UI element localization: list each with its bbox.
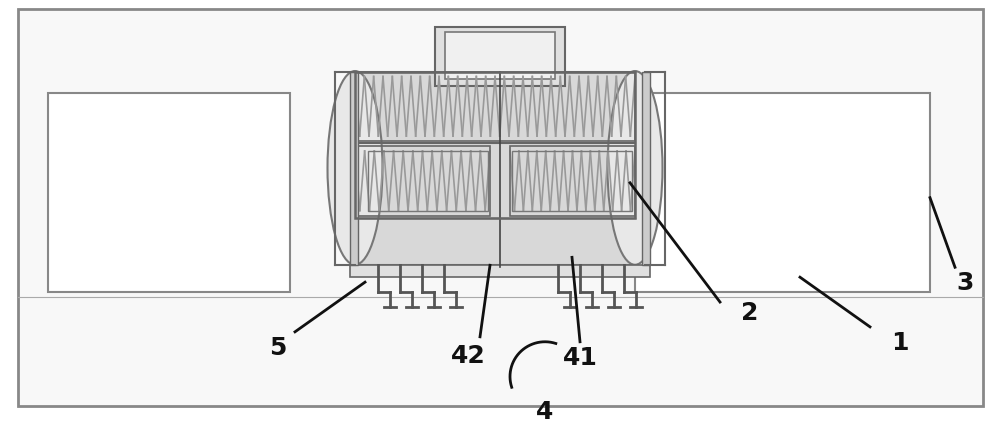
Text: 5: 5 bbox=[269, 335, 287, 359]
Bar bbox=[355, 72, 635, 218]
Bar bbox=[48, 94, 290, 292]
Bar bbox=[350, 266, 650, 277]
Bar bbox=[355, 72, 635, 142]
Bar bbox=[435, 28, 565, 87]
Bar bbox=[355, 72, 635, 266]
Bar bbox=[510, 147, 635, 216]
Text: 1: 1 bbox=[891, 330, 909, 354]
Text: 2: 2 bbox=[741, 300, 759, 324]
Ellipse shape bbox=[608, 72, 662, 265]
Bar bbox=[635, 94, 930, 292]
Bar bbox=[445, 33, 555, 80]
Text: 4: 4 bbox=[536, 400, 554, 423]
Bar bbox=[642, 72, 650, 266]
Bar bbox=[368, 152, 488, 211]
Text: 3: 3 bbox=[956, 271, 974, 294]
Ellipse shape bbox=[328, 72, 382, 265]
Text: 42: 42 bbox=[451, 343, 485, 367]
Bar bbox=[512, 152, 632, 211]
Text: 41: 41 bbox=[563, 345, 597, 369]
Bar bbox=[350, 72, 358, 266]
Bar bbox=[355, 147, 490, 216]
